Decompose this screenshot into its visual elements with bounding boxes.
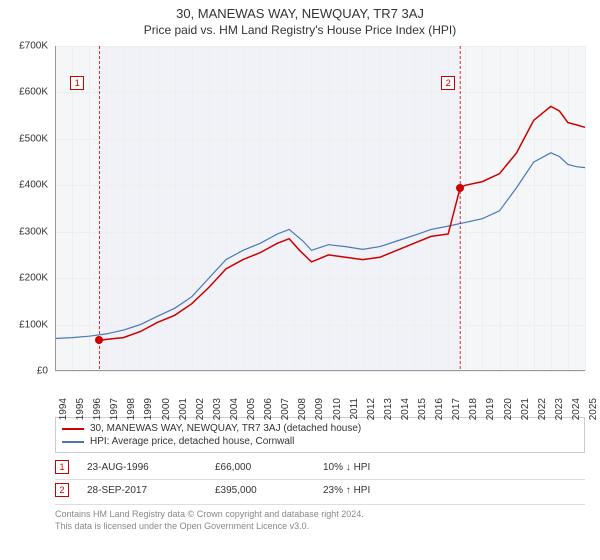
transaction-price: £395,000 <box>215 485 305 496</box>
page-title: 30, MANEWAS WAY, NEWQUAY, TR7 3AJ <box>0 0 600 21</box>
legend-swatch <box>62 441 84 443</box>
x-axis: 1994199519961997199819992000200120022003… <box>55 373 585 411</box>
y-tick-label: £200K <box>19 273 48 284</box>
x-tick-label: 2008 <box>297 398 308 420</box>
y-tick-label: £500K <box>19 133 48 144</box>
legend-label: 30, MANEWAS WAY, NEWQUAY, TR7 3AJ (detac… <box>90 423 361 434</box>
footer-line-2: This data is licensed under the Open Gov… <box>55 520 585 532</box>
marker-box-1: 1 <box>70 76 84 90</box>
x-tick-label: 2022 <box>537 398 548 420</box>
legend: 30, MANEWAS WAY, NEWQUAY, TR7 3AJ (detac… <box>55 417 585 453</box>
footer: Contains HM Land Registry data © Crown c… <box>55 504 585 532</box>
x-tick-label: 2017 <box>451 398 462 420</box>
x-tick-label: 2018 <box>468 398 479 420</box>
transaction-date: 28-SEP-2017 <box>87 485 197 496</box>
series-blue <box>55 153 585 339</box>
x-tick-label: 2000 <box>161 398 172 420</box>
legend-item: HPI: Average price, detached house, Corn… <box>62 435 578 448</box>
x-tick-label: 1997 <box>109 398 120 420</box>
legend-swatch <box>62 428 84 430</box>
series-red <box>100 106 586 340</box>
y-tick-label: £400K <box>19 180 48 191</box>
x-tick-label: 2002 <box>195 398 206 420</box>
x-tick-label: 2021 <box>520 398 531 420</box>
marker-dot-1 <box>95 336 103 344</box>
x-tick-label: 1994 <box>58 398 69 420</box>
x-tick-label: 2016 <box>434 398 445 420</box>
x-tick-label: 2001 <box>178 398 189 420</box>
x-tick-label: 2010 <box>332 398 343 420</box>
transaction-date: 23-AUG-1996 <box>87 462 197 473</box>
marker-box-2: 2 <box>441 76 455 90</box>
footer-line-1: Contains HM Land Registry data © Crown c… <box>55 508 585 520</box>
x-tick-label: 2005 <box>246 398 257 420</box>
transaction-box: 2 <box>55 483 69 497</box>
transaction-box: 1 <box>55 460 69 474</box>
x-tick-label: 2024 <box>571 398 582 420</box>
y-tick-label: £600K <box>19 87 48 98</box>
transaction-delta: 23% ↑ HPI <box>323 485 370 496</box>
transactions: 1 23-AUG-1996 £66,000 10% ↓ HPI 2 28-SEP-2017… <box>55 457 585 502</box>
y-tick-label: £0 <box>37 366 48 377</box>
y-tick-label: £700K <box>19 41 48 52</box>
x-tick-label: 1999 <box>143 398 154 420</box>
transaction-price: £66,000 <box>215 462 305 473</box>
x-tick-label: 2004 <box>229 398 240 420</box>
x-tick-label: 1998 <box>126 398 137 420</box>
chart: £0£100K£200K£300K£400K£500K£600K£700K 12… <box>0 41 600 411</box>
x-tick-label: 2015 <box>417 398 428 420</box>
x-tick-label: 2011 <box>349 398 360 420</box>
transaction-row: 1 23-AUG-1996 £66,000 10% ↓ HPI <box>55 457 585 479</box>
x-tick-label: 2012 <box>366 398 377 420</box>
x-tick-label: 2003 <box>212 398 223 420</box>
page-subtitle: Price paid vs. HM Land Registry's House … <box>0 21 600 41</box>
y-axis: £0£100K£200K£300K£400K£500K£600K£700K <box>0 46 52 371</box>
x-tick-label: 2020 <box>503 398 514 420</box>
transaction-row: 2 28-SEP-2017 £395,000 23% ↑ HPI <box>55 480 585 502</box>
x-tick-label: 2013 <box>383 398 394 420</box>
legend-item: 30, MANEWAS WAY, NEWQUAY, TR7 3AJ (detac… <box>62 422 578 435</box>
legend-label: HPI: Average price, detached house, Corn… <box>90 436 294 447</box>
x-tick-label: 1995 <box>75 398 86 420</box>
marker-dot-2 <box>456 184 464 192</box>
x-tick-label: 2025 <box>588 398 599 420</box>
x-tick-label: 2014 <box>400 398 411 420</box>
plot-area: 12 <box>55 46 585 371</box>
x-tick-label: 2009 <box>314 398 325 420</box>
x-tick-label: 2007 <box>280 398 291 420</box>
x-tick-label: 1996 <box>92 398 103 420</box>
transaction-delta: 10% ↓ HPI <box>323 462 370 473</box>
y-tick-label: £100K <box>19 319 48 330</box>
x-tick-label: 2019 <box>485 398 496 420</box>
x-tick-label: 2023 <box>554 398 565 420</box>
y-tick-label: £300K <box>19 226 48 237</box>
x-tick-label: 2006 <box>263 398 274 420</box>
